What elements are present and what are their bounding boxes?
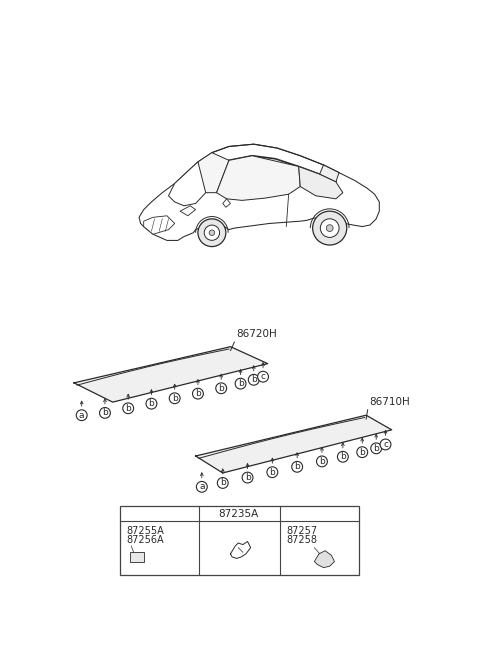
Circle shape bbox=[217, 478, 228, 488]
Circle shape bbox=[248, 375, 259, 385]
Circle shape bbox=[192, 388, 204, 399]
Bar bbox=[130, 552, 144, 562]
Circle shape bbox=[99, 407, 110, 419]
Polygon shape bbox=[74, 346, 268, 402]
Text: 87256A: 87256A bbox=[127, 535, 164, 544]
Text: 87235A: 87235A bbox=[218, 509, 258, 519]
Circle shape bbox=[320, 219, 339, 237]
Circle shape bbox=[258, 371, 268, 382]
Circle shape bbox=[216, 383, 227, 394]
Circle shape bbox=[326, 225, 333, 232]
Text: a: a bbox=[79, 411, 84, 420]
Text: b: b bbox=[269, 468, 275, 477]
Polygon shape bbox=[320, 165, 339, 182]
Text: b: b bbox=[172, 394, 178, 403]
Text: b: b bbox=[245, 473, 251, 482]
Text: b: b bbox=[251, 375, 257, 384]
Polygon shape bbox=[299, 167, 343, 199]
Circle shape bbox=[292, 461, 302, 472]
Circle shape bbox=[126, 508, 137, 519]
Text: 86720H: 86720H bbox=[236, 329, 276, 339]
Circle shape bbox=[286, 508, 297, 519]
Circle shape bbox=[312, 211, 347, 245]
Text: b: b bbox=[220, 478, 226, 487]
Text: a: a bbox=[199, 482, 204, 491]
Polygon shape bbox=[314, 551, 335, 567]
Text: b: b bbox=[373, 444, 379, 453]
Circle shape bbox=[209, 230, 215, 236]
Circle shape bbox=[337, 451, 348, 462]
Circle shape bbox=[146, 398, 157, 409]
Text: b: b bbox=[195, 389, 201, 398]
Circle shape bbox=[267, 467, 278, 478]
Circle shape bbox=[196, 482, 207, 492]
Circle shape bbox=[380, 439, 391, 450]
Circle shape bbox=[242, 472, 253, 483]
Polygon shape bbox=[180, 206, 196, 216]
Text: b: b bbox=[218, 384, 224, 393]
Text: 87257: 87257 bbox=[287, 526, 318, 536]
Polygon shape bbox=[139, 144, 379, 240]
Text: 86710H: 86710H bbox=[369, 397, 410, 407]
Text: b: b bbox=[319, 457, 325, 466]
Polygon shape bbox=[196, 415, 392, 473]
Text: b: b bbox=[238, 379, 243, 388]
Text: b: b bbox=[340, 452, 346, 461]
Circle shape bbox=[169, 393, 180, 403]
Text: 87255A: 87255A bbox=[127, 526, 164, 536]
Circle shape bbox=[76, 410, 87, 420]
Polygon shape bbox=[198, 153, 229, 193]
Circle shape bbox=[371, 443, 382, 454]
Circle shape bbox=[198, 219, 226, 247]
Bar bbox=[120, 506, 359, 575]
Circle shape bbox=[357, 447, 368, 458]
Circle shape bbox=[316, 456, 327, 467]
Text: b: b bbox=[294, 462, 300, 471]
Polygon shape bbox=[144, 216, 175, 234]
Polygon shape bbox=[223, 199, 230, 207]
Circle shape bbox=[204, 508, 216, 519]
Text: b: b bbox=[102, 409, 108, 417]
Text: b: b bbox=[125, 404, 131, 413]
Polygon shape bbox=[168, 162, 206, 206]
Text: b: b bbox=[360, 447, 365, 457]
Text: c: c bbox=[289, 509, 294, 518]
Circle shape bbox=[123, 403, 133, 414]
Text: c: c bbox=[261, 372, 265, 381]
Text: b: b bbox=[149, 399, 155, 408]
Text: c: c bbox=[383, 440, 388, 449]
Circle shape bbox=[235, 379, 246, 389]
Circle shape bbox=[204, 225, 219, 240]
Text: a: a bbox=[129, 509, 134, 518]
Text: b: b bbox=[207, 509, 213, 518]
Polygon shape bbox=[216, 155, 300, 200]
Text: 87258: 87258 bbox=[287, 535, 318, 544]
